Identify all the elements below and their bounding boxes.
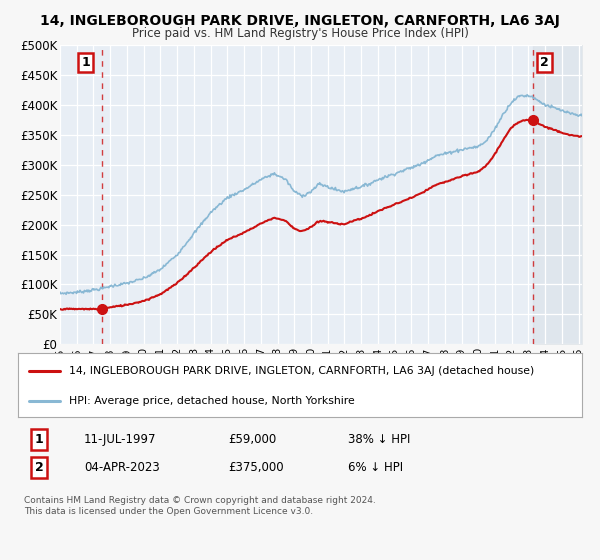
Text: 6% ↓ HPI: 6% ↓ HPI xyxy=(348,461,403,474)
Text: 1: 1 xyxy=(35,433,43,446)
Text: Price paid vs. HM Land Registry's House Price Index (HPI): Price paid vs. HM Land Registry's House … xyxy=(131,27,469,40)
Text: Contains HM Land Registry data © Crown copyright and database right 2024.
This d: Contains HM Land Registry data © Crown c… xyxy=(24,496,376,516)
Text: £59,000: £59,000 xyxy=(228,433,276,446)
Text: 14, INGLEBOROUGH PARK DRIVE, INGLETON, CARNFORTH, LA6 3AJ: 14, INGLEBOROUGH PARK DRIVE, INGLETON, C… xyxy=(40,14,560,28)
Text: HPI: Average price, detached house, North Yorkshire: HPI: Average price, detached house, Nort… xyxy=(69,396,355,406)
Text: 38% ↓ HPI: 38% ↓ HPI xyxy=(348,433,410,446)
Text: 2: 2 xyxy=(35,461,43,474)
Text: 04-APR-2023: 04-APR-2023 xyxy=(84,461,160,474)
Text: 14, INGLEBOROUGH PARK DRIVE, INGLETON, CARNFORTH, LA6 3AJ (detached house): 14, INGLEBOROUGH PARK DRIVE, INGLETON, C… xyxy=(69,366,534,376)
Text: 11-JUL-1997: 11-JUL-1997 xyxy=(84,433,157,446)
Text: 2: 2 xyxy=(540,56,549,69)
Text: 1: 1 xyxy=(81,56,90,69)
Text: £375,000: £375,000 xyxy=(228,461,284,474)
